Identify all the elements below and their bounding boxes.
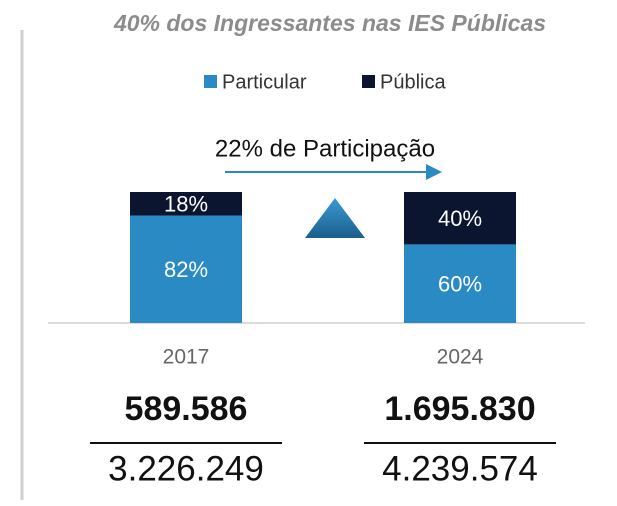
value-label: 82% — [164, 257, 208, 282]
denominator: 3.226.249 — [108, 449, 264, 488]
bar-segment — [130, 215, 242, 323]
bar-segment — [130, 192, 242, 216]
value-label: 18% — [164, 192, 208, 217]
denominator: 4.239.574 — [382, 449, 538, 488]
x-tick-label: 2017 — [163, 346, 210, 369]
bar-segment — [404, 244, 516, 323]
chart-title: 40% dos Ingressantes nas IES Públicas — [113, 10, 546, 36]
x-tick-label: 2024 — [437, 346, 484, 369]
legend-swatch — [362, 75, 375, 88]
up-triangle — [305, 198, 365, 238]
numerator: 1.695.830 — [384, 390, 535, 428]
legend-label: Particular — [222, 71, 307, 93]
bar-segment — [404, 192, 516, 245]
value-label: 40% — [438, 206, 482, 231]
value-label: 60% — [438, 272, 482, 297]
annotation: 22% de Participação — [215, 135, 435, 162]
numerator: 589.586 — [125, 390, 248, 428]
legend-label: Pública — [380, 71, 446, 93]
legend-swatch — [204, 75, 217, 88]
